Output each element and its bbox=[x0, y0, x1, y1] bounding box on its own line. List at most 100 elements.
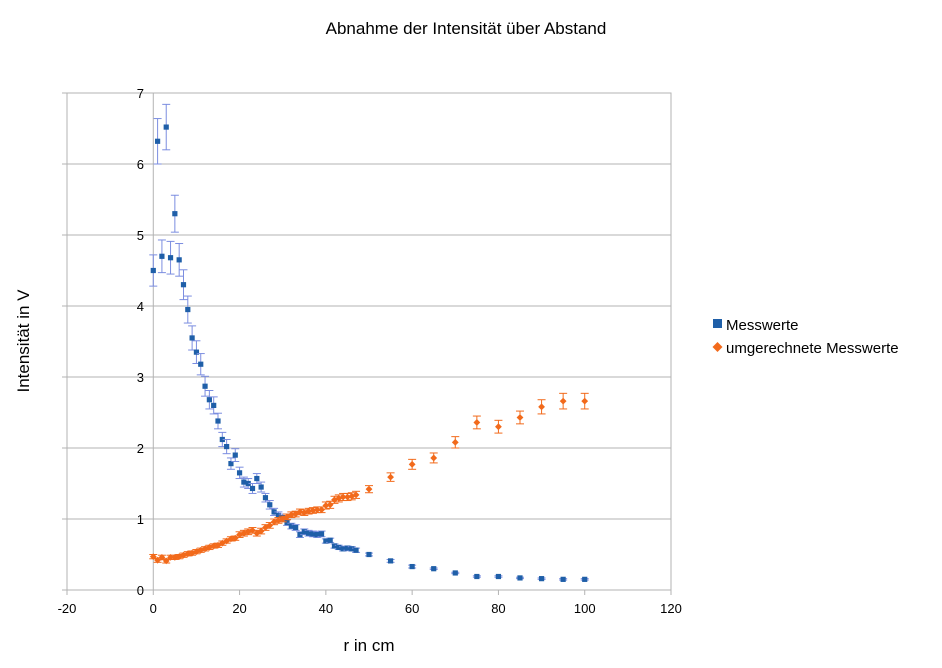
data-point-square bbox=[275, 512, 281, 519]
data-point-square bbox=[258, 484, 264, 490]
data-point-square bbox=[366, 551, 372, 558]
data-point-square bbox=[245, 480, 251, 487]
chart-title: Abnahme der Intensität über Abstand bbox=[326, 19, 607, 38]
data-point-square bbox=[517, 575, 523, 581]
x-tick-label: 120 bbox=[660, 601, 682, 616]
data-point-square bbox=[228, 461, 234, 467]
legend-marker-square bbox=[713, 319, 722, 328]
data-point-square bbox=[215, 418, 221, 424]
data-point-square bbox=[185, 306, 191, 313]
y-tick-label: 5 bbox=[137, 228, 144, 243]
data-point-diamond bbox=[154, 556, 161, 564]
y-tick-label: 2 bbox=[137, 441, 144, 456]
data-point-square bbox=[409, 563, 415, 570]
data-point-square bbox=[254, 475, 260, 482]
data-point-square bbox=[249, 485, 256, 492]
y-axis-title: Intensität in V bbox=[14, 289, 33, 393]
y-tick-label: 4 bbox=[137, 299, 144, 314]
data-point-square bbox=[284, 519, 290, 526]
legend-label-umgerechnete-messwerte: umgerechnete Messwerte bbox=[726, 340, 899, 357]
data-point-square bbox=[301, 529, 307, 535]
data-point-square bbox=[297, 532, 303, 538]
data-point-diamond bbox=[473, 419, 481, 426]
grid-lines bbox=[67, 163, 671, 520]
data-point-square bbox=[172, 211, 178, 217]
data-point-square bbox=[232, 452, 238, 458]
data-point-diamond bbox=[538, 403, 545, 411]
x-axis-title: r in cm bbox=[344, 636, 395, 655]
data-point-square bbox=[314, 532, 320, 538]
data-point-square bbox=[241, 479, 247, 485]
data-point-square bbox=[180, 282, 187, 288]
data-point-square bbox=[323, 538, 329, 544]
y-tick-label: 1 bbox=[137, 512, 144, 527]
data-point-diamond bbox=[322, 502, 330, 509]
data-point-square bbox=[262, 495, 269, 501]
data-point-diamond bbox=[516, 414, 524, 421]
data-point-square bbox=[306, 530, 312, 536]
data-point-square bbox=[189, 335, 195, 341]
data-point-square bbox=[288, 523, 294, 529]
data-point-diamond bbox=[352, 491, 360, 499]
data-point-square bbox=[211, 402, 217, 408]
x-tick-label: 100 bbox=[574, 601, 596, 616]
data-point-square bbox=[474, 573, 480, 580]
x-tick-label: 40 bbox=[319, 601, 333, 616]
data-point-square bbox=[340, 546, 346, 552]
data-point-square bbox=[150, 267, 156, 274]
data-point-square bbox=[344, 545, 351, 551]
data-point-square bbox=[224, 443, 230, 450]
data-point-square bbox=[431, 566, 437, 572]
data-point-square bbox=[495, 573, 502, 580]
data-point-square bbox=[349, 546, 355, 552]
data-point-square bbox=[353, 547, 359, 553]
x-tick-label: -20 bbox=[58, 601, 77, 616]
data-point-square bbox=[582, 576, 588, 582]
data-point-square bbox=[560, 576, 566, 582]
data-point-square bbox=[159, 253, 165, 259]
data-point-square bbox=[387, 558, 394, 564]
data-point-diamond bbox=[236, 531, 243, 539]
data-point-diamond bbox=[408, 460, 416, 468]
data-point-square bbox=[293, 524, 299, 531]
data-point-square bbox=[267, 502, 273, 508]
data-point-square bbox=[176, 257, 182, 263]
x-tick-label: 0 bbox=[150, 601, 157, 616]
data-point-diamond bbox=[249, 526, 256, 534]
legend-marker-diamond bbox=[712, 342, 723, 352]
data-point-diamond bbox=[257, 527, 265, 535]
y-tick-label: 7 bbox=[137, 86, 144, 101]
data-point-diamond bbox=[581, 397, 589, 405]
data-point-diamond bbox=[365, 485, 373, 493]
data-point-square bbox=[331, 543, 338, 549]
data-point-diamond bbox=[318, 506, 325, 514]
x-tick-label: 80 bbox=[491, 601, 505, 616]
y-tick-label: 6 bbox=[137, 157, 144, 172]
data-point-diamond bbox=[279, 515, 287, 523]
data-point-diamond bbox=[283, 513, 291, 521]
data-point-square bbox=[327, 537, 333, 543]
data-point-square bbox=[310, 531, 316, 537]
legend-item-messwerte: Messwerte bbox=[713, 317, 799, 334]
data-point-diamond bbox=[313, 506, 321, 514]
data-point-diamond bbox=[344, 493, 351, 501]
y-tick-label: 3 bbox=[137, 370, 144, 385]
legend: Messwerte umgerechnete Messwerte bbox=[712, 317, 899, 357]
y-tick-label: 0 bbox=[137, 583, 144, 598]
data-point-diamond bbox=[231, 534, 239, 542]
data-point-square bbox=[206, 397, 212, 403]
data-point-square bbox=[318, 531, 325, 537]
data-point-square bbox=[219, 436, 225, 443]
legend-label-messwerte: Messwerte bbox=[726, 317, 799, 334]
data-point-square bbox=[236, 470, 243, 476]
data-point-diamond bbox=[339, 493, 347, 501]
x-tick-label: 20 bbox=[232, 601, 246, 616]
x-tick-label: 60 bbox=[405, 601, 419, 616]
data-point-diamond bbox=[559, 397, 567, 405]
data-point-square bbox=[452, 570, 458, 576]
data-point-square bbox=[538, 576, 545, 582]
data-series bbox=[149, 103, 589, 582]
data-point-square bbox=[198, 361, 204, 367]
